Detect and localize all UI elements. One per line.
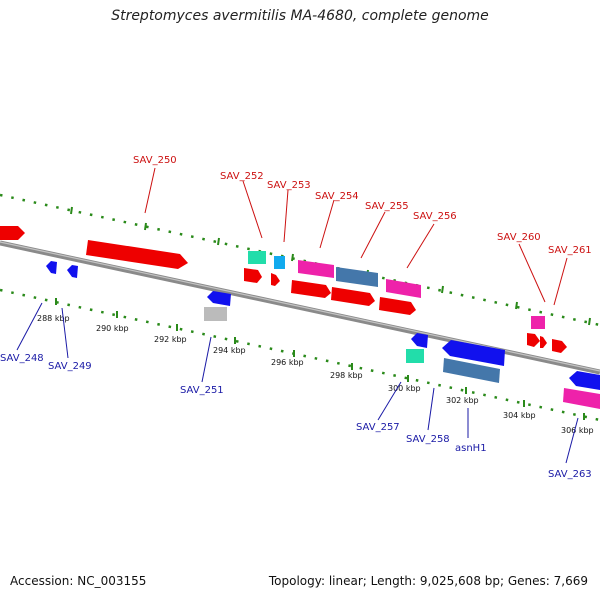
gene-arrow [207, 291, 231, 306]
map-title: Streptomyces avermitilis MA-4680, comple… [111, 8, 489, 24]
gene-arrow [336, 267, 378, 287]
scale-tick-label: 298 kbp [330, 371, 363, 380]
gene-arrow [86, 240, 188, 269]
scale-tick-label: 304 kbp [503, 411, 536, 420]
gene-arrow [46, 261, 57, 274]
gene-arrow [271, 273, 280, 286]
gene-label: SAV_255 [365, 201, 409, 212]
gene-block [406, 349, 424, 363]
gene-block [531, 316, 545, 329]
gene-arrow [298, 260, 334, 278]
gene-label: SAV_253 [267, 180, 311, 191]
gene-label: SAV_263 [548, 469, 592, 480]
gene-label: SAV_257 [356, 422, 400, 433]
gene-label: SAV_256 [413, 211, 457, 222]
label-leaders [16, 167, 579, 464]
gene-arrow [442, 340, 505, 366]
gene-label: SAV_254 [315, 191, 359, 202]
scale-tick-label: 294 kbp [213, 346, 246, 355]
scale-tick-label: 292 kbp [154, 335, 187, 344]
gene-label: SAV_251 [180, 385, 224, 396]
gene-arrow [0, 226, 25, 240]
gene-arrow [67, 265, 78, 278]
forward-gene-blocks [0, 226, 567, 353]
gene-arrow [379, 297, 416, 315]
gene-block [274, 256, 285, 269]
gene-label: SAV_258 [406, 434, 450, 445]
gene-block [204, 307, 227, 321]
scale-tick-label: 296 kbp [271, 358, 304, 367]
reverse-gene-labels: SAV_248 SAV_249 SAV_251 SAV_257 SAV_258 … [0, 353, 592, 480]
gene-arrow [563, 388, 600, 409]
gene-arrow [552, 339, 567, 353]
scale-tick-label: 302 kbp [446, 396, 479, 405]
scale-tick-label: 306 kbp [561, 426, 594, 435]
lower-tick-track [0, 288, 600, 422]
gene-arrow [569, 371, 600, 390]
gene-label: SAV_248 [0, 353, 44, 364]
gene-arrow [291, 280, 331, 298]
gene-arrow [443, 358, 500, 383]
gene-block [248, 251, 266, 264]
gene-arrow [527, 333, 540, 347]
gene-label: SAV_261 [548, 245, 592, 256]
scale-tick-label: 290 kbp [96, 324, 129, 333]
scale-tick-label: 300 kbp [388, 384, 421, 393]
gene-arrow [540, 336, 547, 348]
gene-arrow [386, 279, 421, 298]
gene-label: SAV_260 [497, 232, 541, 243]
scale-labels: 288 kbp 290 kbp 292 kbp 294 kbp 296 kbp … [37, 314, 594, 435]
gene-arrow [331, 287, 375, 306]
accession-text: Accession: NC_003155 [10, 574, 147, 588]
gene-arrow [411, 333, 428, 348]
genome-summary-text: Topology: linear; Length: 9,025,608 bp; … [268, 574, 588, 588]
gene-label: SAV_249 [48, 361, 92, 372]
gene-label: SAV_252 [220, 171, 264, 182]
gene-label: SAV_250 [133, 155, 177, 166]
gene-label: asnH1 [455, 443, 487, 454]
forward-gene-labels: SAV_250 SAV_252 SAV_253 SAV_254 SAV_255 … [133, 155, 592, 256]
gene-arrow [244, 268, 262, 283]
scale-tick-label: 288 kbp [37, 314, 70, 323]
reverse-gene-blocks [46, 261, 600, 409]
